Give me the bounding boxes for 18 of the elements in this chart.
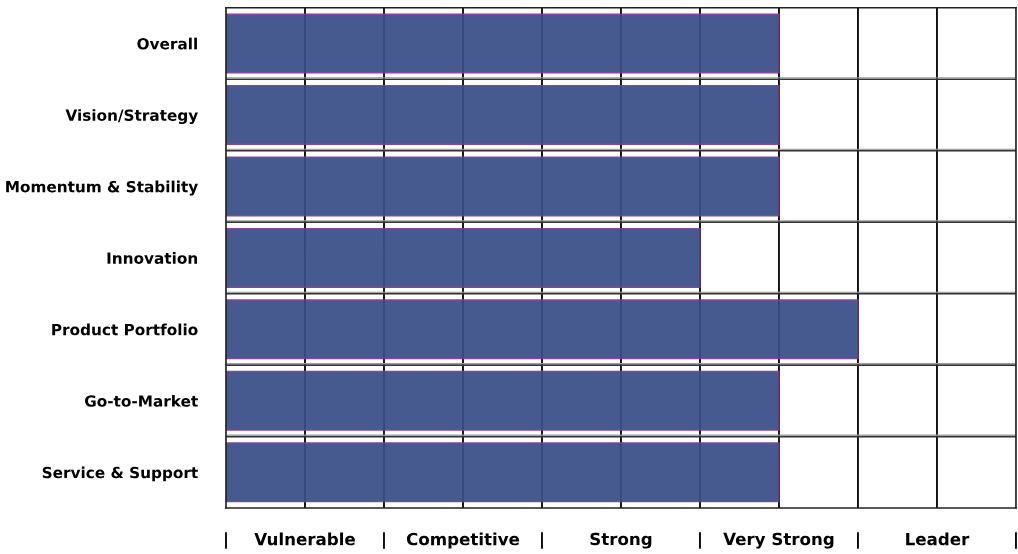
y-tick-label: Innovation — [107, 252, 198, 264]
text: Leader — [906, 532, 970, 546]
text: | — [383, 532, 385, 549]
y-tick-label: Service & Support — [42, 466, 198, 482]
y-tick-label: Go-to-Market — [84, 395, 198, 407]
text: | — [699, 532, 701, 549]
text: Vulnerable — [254, 532, 355, 546]
text: Competitive — [406, 532, 520, 549]
text: | — [225, 532, 227, 549]
text: | — [857, 532, 859, 549]
text: Strong — [590, 532, 652, 549]
y-tick-label: Product Portfolio — [52, 323, 198, 336]
y-tick-label: Momentum & Stability — [6, 180, 198, 196]
text: | — [1015, 532, 1017, 549]
y-tick-label: Vision/Strategy — [65, 109, 198, 125]
y-tick-label: Overall — [137, 37, 197, 50]
text: | — [541, 532, 543, 549]
text: Very Strong — [723, 532, 834, 549]
